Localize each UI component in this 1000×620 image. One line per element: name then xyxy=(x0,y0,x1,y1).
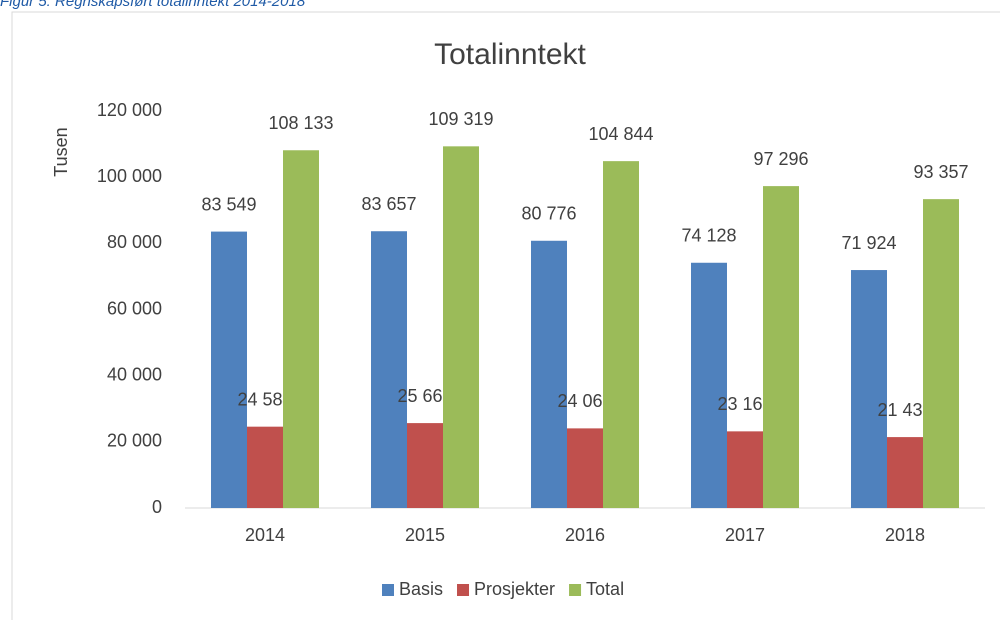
value-label: 24 068 xyxy=(557,391,612,411)
value-label: 25 662 xyxy=(397,386,452,406)
bar xyxy=(531,240,567,509)
value-label: 93 357 xyxy=(913,162,968,182)
bar xyxy=(763,186,799,508)
bar xyxy=(567,428,603,508)
value-label: 74 128 xyxy=(681,226,736,246)
y-tick-label: 120 000 xyxy=(97,100,162,120)
x-tick-label: 2015 xyxy=(405,525,445,545)
bar xyxy=(691,262,727,508)
x-tick-label: 2018 xyxy=(885,525,925,545)
value-label: 83 657 xyxy=(361,194,416,214)
legend-label: Total xyxy=(586,579,624,599)
chart-title: Totalinntekt xyxy=(434,38,586,71)
y-tick-label: 20 000 xyxy=(107,431,162,451)
bar xyxy=(283,150,319,508)
chart-frame xyxy=(11,11,1000,620)
legend-label: Basis xyxy=(399,579,443,599)
y-tick-label: 60 000 xyxy=(107,298,162,318)
value-label: 23 168 xyxy=(717,394,772,414)
bar xyxy=(371,231,407,509)
legend-swatch xyxy=(382,584,394,596)
y-tick-label: 0 xyxy=(152,497,162,517)
legend-label: Prosjekter xyxy=(474,579,555,599)
y-tick-label: 80 000 xyxy=(107,232,162,252)
y-tick-label: 100 000 xyxy=(97,166,162,186)
bar xyxy=(727,431,763,508)
y-tick-label: 40 000 xyxy=(107,364,162,384)
bar xyxy=(603,161,639,508)
bar xyxy=(407,423,443,508)
y-axis-label: Tusen xyxy=(51,127,71,176)
bar xyxy=(851,270,887,508)
x-tick-label: 2014 xyxy=(245,525,285,545)
bar xyxy=(923,199,959,508)
bar xyxy=(443,146,479,508)
value-label: 83 549 xyxy=(201,194,256,214)
value-label: 104 844 xyxy=(588,124,653,144)
value-label: 108 133 xyxy=(268,113,333,133)
x-tick-label: 2016 xyxy=(565,525,605,545)
bar xyxy=(247,426,283,508)
bar xyxy=(887,437,923,508)
caption: Figur 5: Regnskapsført totalinntekt 2014… xyxy=(0,0,306,10)
x-tick-label: 2017 xyxy=(725,525,765,545)
value-label: 109 319 xyxy=(428,109,493,129)
value-label: 97 296 xyxy=(753,149,808,169)
value-label: 21 432 xyxy=(877,400,932,420)
bar xyxy=(211,231,247,509)
legend-swatch xyxy=(457,584,470,596)
legend-swatch xyxy=(569,584,582,596)
value-label: 80 776 xyxy=(521,204,576,224)
value-label: 24 584 xyxy=(237,389,292,409)
value-label: 71 924 xyxy=(841,233,896,253)
